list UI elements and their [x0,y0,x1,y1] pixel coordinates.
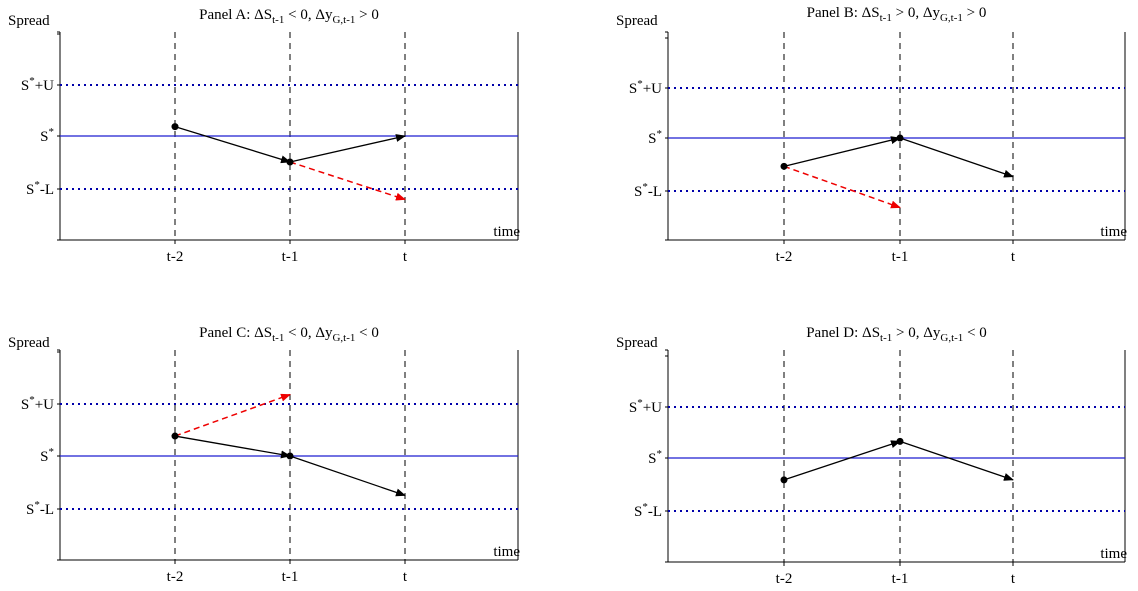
panel-b: t-2 t-1 t S*+U S* S*-L Spread time Panel B: ΔSt-… [616,5,1127,265]
spread-path-arrow [174,126,291,164]
x-axis-title: time [493,224,520,240]
spread-point [171,123,179,131]
lower-band-label: S*-L [634,181,662,200]
lower-band-label: S*-L [26,179,54,198]
x-tick-label: t-1 [892,571,909,587]
target-spread-label: S* [648,448,662,467]
x-tick-label: t-1 [282,249,299,265]
panel-title: Panel D: ΔSt-1 > 0, ΔyG,t-1 < 0 [806,325,987,344]
alternative-path-arrow [783,165,901,209]
y-axis-title: Spread [8,335,50,351]
x-tick-label: t-1 [282,569,299,585]
x-tick-label: t [1011,571,1016,587]
x-tick-label: t-2 [167,569,184,585]
panel-title: Panel B: ΔSt-1 > 0, ΔyG,t-1 > 0 [807,5,987,24]
panel-a: t-2 t-1 t S*+U S* S*-L Spread time Panel A: ΔSt-… [8,7,520,265]
x-tick-label: t-2 [776,571,793,587]
x-tick-label: t-1 [892,249,909,265]
y-axis-title: Spread [616,335,658,351]
spread-path-arrow [899,440,1014,481]
target-spread-label: S* [648,128,662,147]
x-tick-label: t-2 [167,249,184,265]
spread-path-arrow [289,134,406,163]
alternative-path-arrow [289,161,406,201]
spread-point [780,476,788,484]
alternative-path-arrow [174,393,291,437]
y-axis-title: Spread [616,13,658,29]
spread-point [171,432,179,440]
lower-band-label: S*-L [26,499,54,518]
spread-point [896,134,904,142]
spread-point [286,452,294,460]
upper-band-label: S*+U [629,397,662,416]
y-axis-title: Spread [8,13,50,29]
x-tick-label: t-2 [776,249,793,265]
upper-band-label: S*+U [21,394,54,413]
target-spread-label: S* [40,126,54,145]
spread-path-arrow [289,455,406,497]
target-spread-label: S* [40,446,54,465]
panel-d: t-2 t-1 t S*+U S* S*-L Spread time Panel D: ΔSt-… [616,325,1127,587]
x-tick-label: t [403,569,408,585]
spread-point [286,158,294,166]
x-axis-title: time [1100,224,1127,240]
spread-path-arrow [783,440,901,481]
x-axis-title: time [493,544,520,560]
panel-title: Panel C: ΔSt-1 < 0, ΔyG,t-1 < 0 [199,325,379,344]
panel-title: Panel A: ΔSt-1 < 0, ΔyG,t-1 > 0 [199,7,379,26]
x-tick-label: t [403,249,408,265]
upper-band-label: S*+U [21,75,54,94]
spread-path-arrow [899,137,1014,178]
spread-path-arrow [783,136,901,167]
upper-band-label: S*+U [629,78,662,97]
panel-c: t-2 t-1 t S*+U S* S*-L Spread time Panel C: ΔSt-… [8,325,520,585]
spread-point [780,162,788,170]
spread-path-arrow [174,435,291,459]
spread-point [896,437,904,445]
lower-band-label: S*-L [634,501,662,520]
x-tick-label: t [1011,249,1016,265]
x-axis-title: time [1100,546,1127,562]
